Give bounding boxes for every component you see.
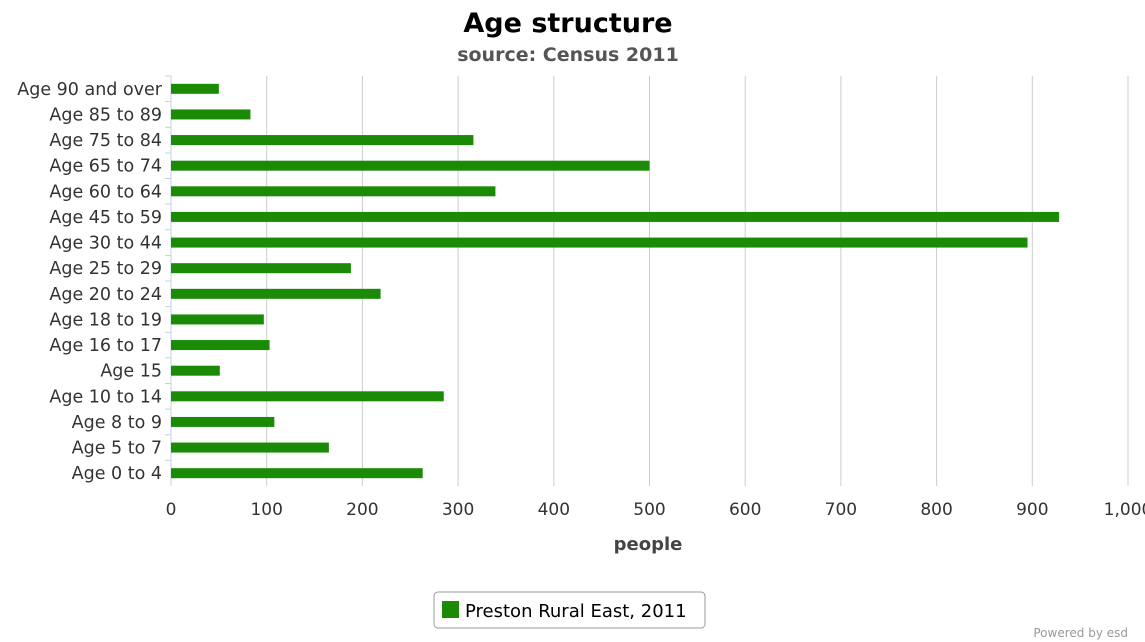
bar[interactable]: [171, 288, 381, 299]
bar[interactable]: [171, 83, 219, 94]
bar[interactable]: [171, 186, 496, 197]
category-label: Age 65 to 74: [49, 157, 162, 177]
category-label: Age 16 to 17: [49, 336, 162, 356]
bar[interactable]: [171, 340, 270, 351]
category-label: Age 45 to 59: [49, 208, 162, 228]
x-tick-label: 700: [825, 500, 857, 520]
bar[interactable]: [171, 468, 423, 479]
x-tick-label: 200: [346, 500, 378, 520]
category-label: Age 25 to 29: [49, 259, 162, 279]
category-label: Age 18 to 19: [49, 310, 162, 330]
category-label: Age 15: [100, 362, 162, 382]
legend-item-label[interactable]: Preston Rural East, 2011: [465, 601, 687, 622]
category-label: Age 0 to 4: [72, 464, 162, 484]
category-label: Age 20 to 24: [49, 285, 162, 305]
category-label: Age 5 to 7: [72, 439, 162, 459]
category-label: Age 30 to 44: [49, 234, 162, 254]
x-axis-title: people: [614, 534, 683, 555]
bar[interactable]: [171, 135, 474, 146]
chart-title: Age structure: [463, 8, 672, 39]
bar[interactable]: [171, 391, 444, 402]
bars: [171, 83, 1060, 479]
credit-link[interactable]: Powered by esd: [1033, 626, 1128, 640]
x-axis-ticks: 0 100 200 300 400 500 600 700 800 900 1,000: [166, 500, 1145, 520]
bar[interactable]: [171, 314, 264, 325]
legend[interactable]: Preston Rural East, 2011: [433, 591, 706, 629]
x-tick-label: 600: [729, 500, 761, 520]
x-tick-label: 100: [250, 500, 282, 520]
bar[interactable]: [171, 211, 1060, 222]
category-label: Age 8 to 9: [72, 413, 162, 433]
x-tick-label: 500: [633, 500, 665, 520]
category-label: Age 10 to 14: [49, 387, 162, 407]
legend-swatch: [442, 601, 459, 618]
category-label: Age 60 to 64: [49, 182, 162, 202]
category-label: Age 85 to 89: [49, 105, 162, 125]
category-label: Age 75 to 84: [49, 131, 162, 151]
x-tick-label: 0: [166, 500, 177, 520]
bar[interactable]: [171, 416, 275, 427]
legend-box: [433, 591, 706, 629]
category-labels: Age 90 and over Age 85 to 89 Age 75 to 84 A…: [17, 80, 163, 484]
bar[interactable]: [171, 109, 251, 120]
chart-subtitle: source: Census 2011: [457, 44, 679, 66]
bar[interactable]: [171, 263, 351, 274]
x-tick-label: 900: [1016, 500, 1048, 520]
x-tick-label: 400: [538, 500, 570, 520]
x-tick-label: 800: [920, 500, 952, 520]
x-tick-label: 1,000: [1104, 500, 1145, 520]
category-label: Age 90 and over: [17, 80, 163, 100]
x-tick-label: 300: [442, 500, 474, 520]
bar[interactable]: [171, 237, 1028, 248]
bar[interactable]: [171, 160, 650, 171]
bar[interactable]: [171, 442, 329, 453]
bar[interactable]: [171, 365, 220, 376]
